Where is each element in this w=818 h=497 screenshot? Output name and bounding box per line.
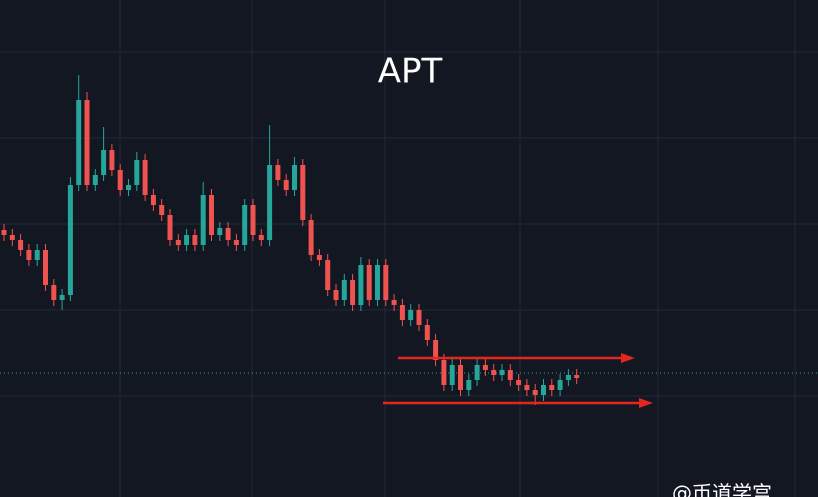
candle-body [92, 175, 98, 185]
candle-body [59, 295, 65, 300]
candle-body [242, 205, 248, 245]
arrow-head [639, 398, 653, 408]
candle-body [383, 265, 389, 300]
candle-body [308, 220, 314, 255]
candle-body [200, 195, 206, 245]
candle-body [358, 265, 364, 305]
candle-body [233, 240, 239, 245]
candle-body [26, 250, 32, 260]
candle-body [516, 380, 522, 385]
candle-body [333, 290, 339, 300]
candle-body [34, 250, 40, 260]
arrow-head [621, 353, 635, 363]
candle-body [549, 385, 555, 390]
candle-body [142, 160, 148, 195]
candle-body [117, 170, 123, 190]
candle-body [159, 205, 165, 215]
candle-body [482, 365, 488, 370]
candle-body [134, 160, 140, 185]
candle-body [126, 185, 131, 190]
candle-body [84, 100, 90, 185]
candle-body [67, 185, 73, 295]
candle-body [557, 380, 563, 390]
candle-body [399, 305, 405, 320]
candle-body [416, 310, 422, 325]
candle-body [209, 195, 214, 235]
candle-body [491, 370, 497, 375]
candle-body [433, 340, 439, 360]
candle-body [300, 165, 306, 220]
candle-body [350, 280, 356, 305]
candle-body [424, 325, 430, 340]
candle-body [391, 300, 397, 305]
candle-body [9, 235, 15, 240]
candle-body [225, 228, 231, 240]
candle-body [43, 250, 48, 285]
candle-body [507, 370, 513, 380]
candle-body [565, 375, 571, 380]
chart-title: APT [378, 52, 443, 92]
candle-body [474, 365, 480, 380]
candle-body [441, 360, 447, 385]
candle-body [341, 280, 347, 300]
candle-body [325, 260, 331, 290]
candle-body [532, 390, 538, 395]
candle-body [574, 375, 580, 378]
candle-body [283, 180, 289, 190]
candle-body [258, 235, 264, 240]
candle-body [316, 255, 322, 260]
candle-body [217, 228, 223, 235]
candle-body [541, 385, 546, 395]
candle-body [499, 370, 505, 375]
candle-body [458, 365, 463, 390]
candle-body [76, 100, 82, 185]
candle-body [101, 150, 107, 175]
candle-body [192, 235, 198, 245]
candle-body [366, 265, 372, 300]
candle-body [267, 165, 273, 240]
candle-body [1, 230, 7, 235]
candle-body [466, 380, 472, 390]
candle-body [292, 165, 297, 190]
candle-body [408, 310, 414, 320]
candle-body [167, 215, 173, 240]
candle-body [150, 195, 156, 205]
watermark: @币道学宫 [672, 481, 772, 497]
candle-body [449, 365, 455, 385]
candle-body [175, 240, 181, 245]
candle-body [275, 165, 281, 180]
candle-body [51, 285, 57, 300]
candle-body [184, 235, 190, 245]
candle-body [524, 385, 530, 390]
candle-body [250, 205, 256, 235]
candle-body [375, 265, 380, 300]
candle-body [18, 240, 24, 250]
candle-body [109, 150, 115, 170]
